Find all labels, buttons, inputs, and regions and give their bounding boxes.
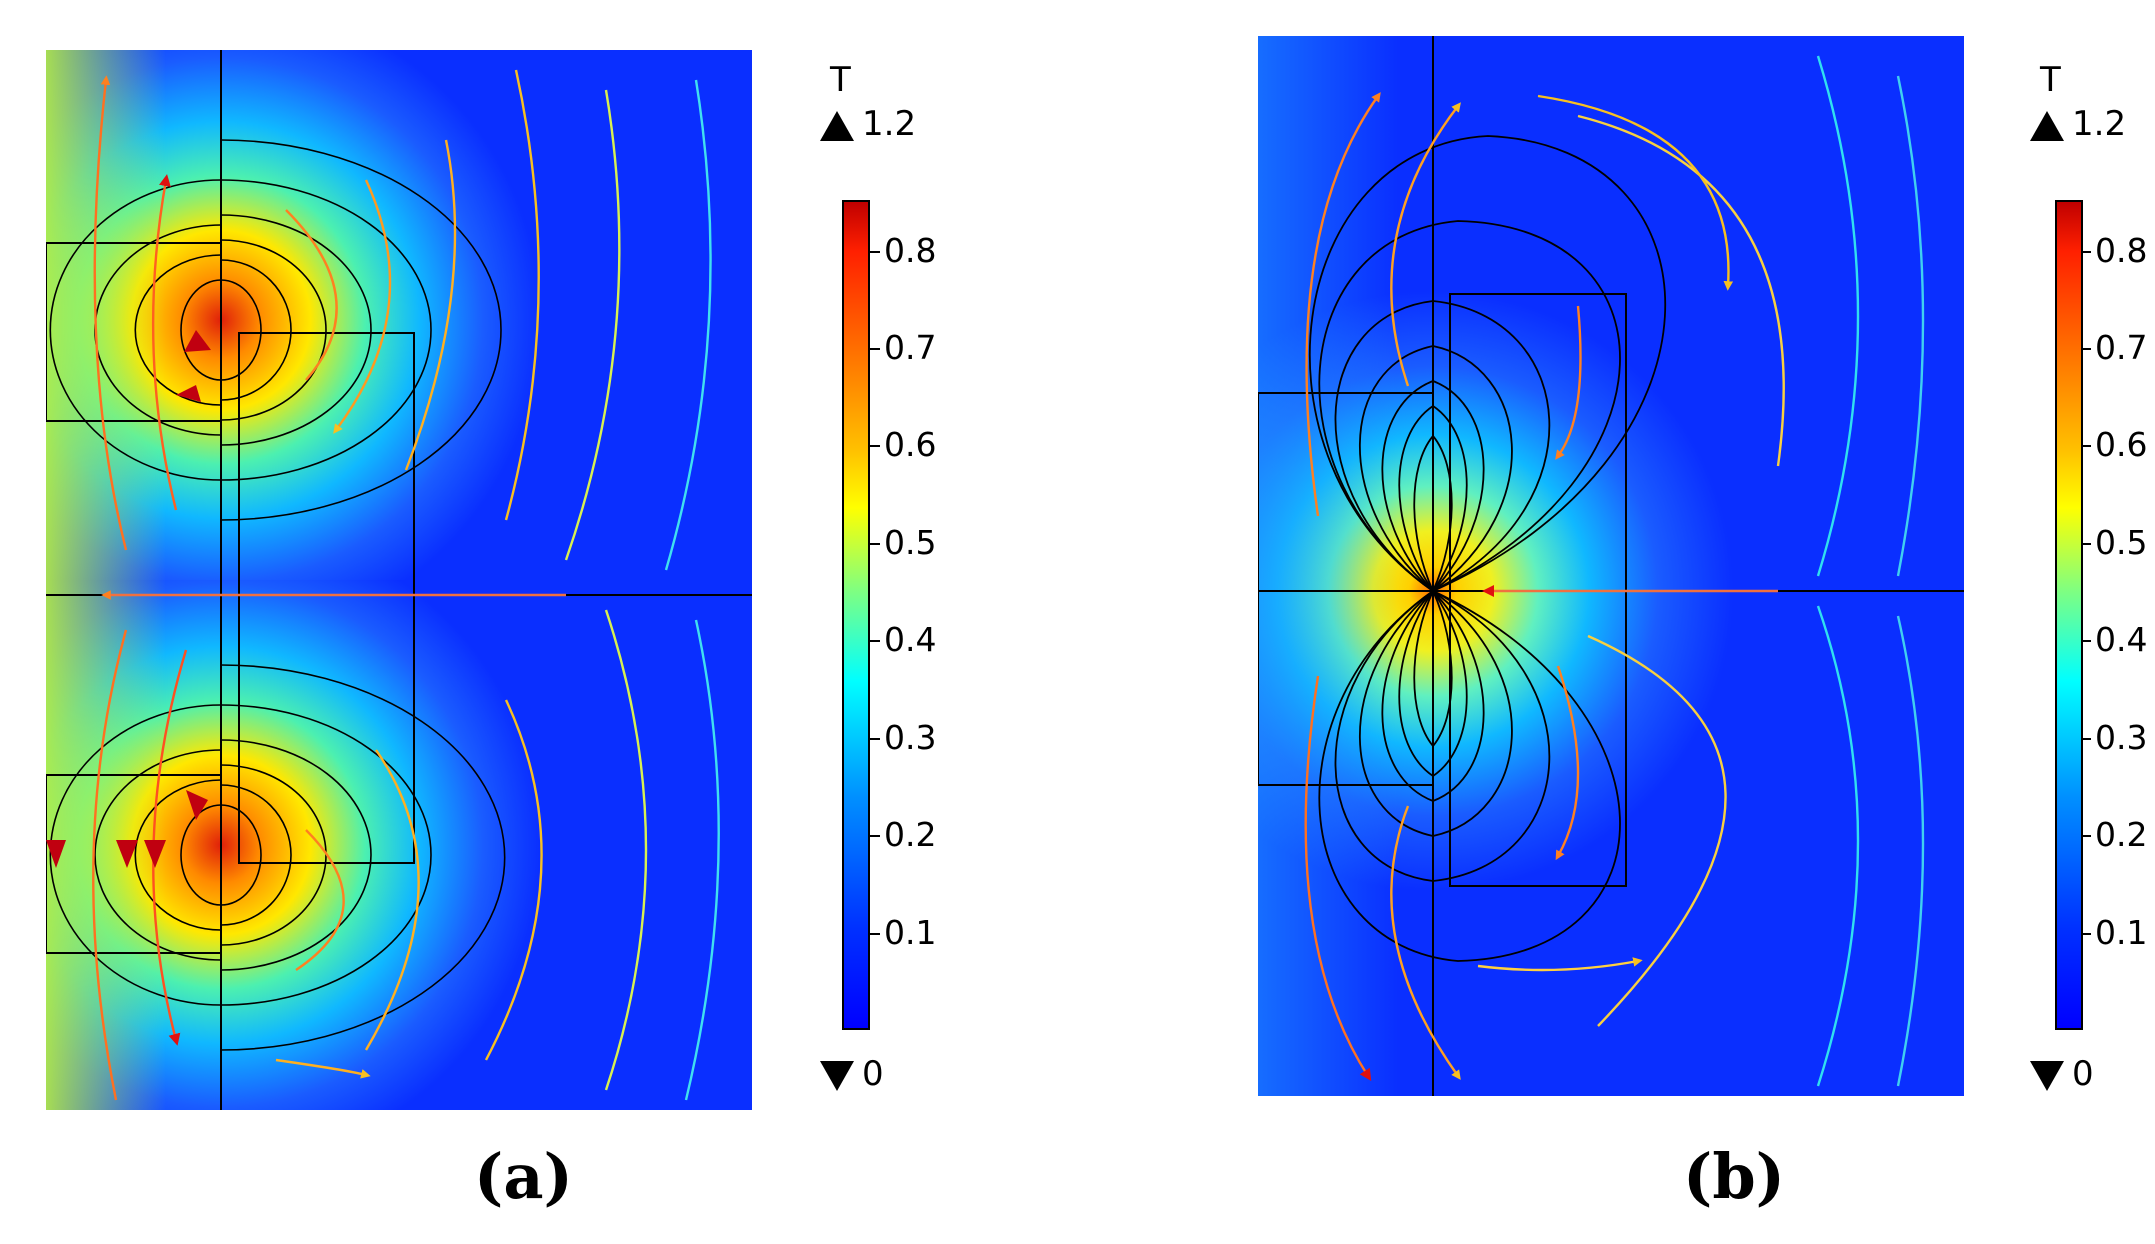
colorbar-tick-a: 0.5 — [869, 523, 937, 562]
triangle-up-icon — [820, 110, 854, 141]
colorbar-min-a: 0 — [820, 1054, 884, 1094]
colorbar-tick-b: 0.2 — [2080, 815, 2148, 854]
streamlines-a — [92, 69, 720, 1101]
colorbar-max-value-b: 1.2 — [2072, 104, 2127, 144]
colorbar-tick-a: 0.3 — [869, 718, 937, 757]
colorbar-tick-a: 0.6 — [869, 425, 937, 464]
triangle-down-icon — [820, 1060, 854, 1091]
colorbar-tick-b: 0.6 — [2080, 425, 2148, 464]
colorbar-max-b: 1.2 — [2030, 104, 2126, 144]
arrow-markers-a — [46, 330, 211, 868]
triangle-down-icon — [2030, 1060, 2064, 1091]
colorbar-tick-a: 0.7 — [869, 328, 937, 367]
colorbar-max-value-a: 1.2 — [862, 104, 917, 144]
colorbar-unit-a: T — [830, 60, 851, 100]
colorbar-tick-b: 0.8 — [2080, 231, 2148, 270]
colorbar-tick-b: 0.7 — [2080, 328, 2148, 367]
field-plot-a — [46, 50, 752, 1110]
colorbar-tick-a: 0.8 — [869, 231, 937, 270]
colorbar-unit-b: T — [2040, 60, 2061, 100]
colorbar-b — [2055, 200, 2083, 1030]
colorbar-tick-a: 0.1 — [869, 913, 937, 952]
colorbar-tick-b: 0.5 — [2080, 523, 2148, 562]
field-plot-b — [1258, 36, 1964, 1096]
colorbar-tick-b: 0.3 — [2080, 718, 2148, 757]
triangle-up-icon — [2030, 110, 2064, 141]
colorbar-min-value-a: 0 — [862, 1054, 884, 1094]
panel-a: T 1.2 0.8 0.7 0.6 0.5 0.4 0.3 0.2 0.1 0 … — [0, 0, 1077, 1244]
caption-b: (b) — [1683, 1140, 1786, 1213]
colorbar-tick-b: 0.1 — [2080, 913, 2148, 952]
colorbar-tick-a: 0.2 — [869, 815, 937, 854]
caption-a: (a) — [474, 1140, 573, 1213]
contour-lines-b — [1308, 135, 1666, 962]
colorbar-min-value-b: 0 — [2072, 1054, 2094, 1094]
colorbar-a — [842, 200, 870, 1030]
panel-b: T 1.2 0.8 0.7 0.6 0.5 0.4 0.3 0.2 0.1 0 … — [1077, 0, 2155, 1244]
colorbar-tick-b: 0.4 — [2080, 620, 2148, 659]
colorbar-tick-a: 0.4 — [869, 620, 937, 659]
streamlines-b — [1304, 55, 1925, 1087]
colorbar-min-b: 0 — [2030, 1054, 2094, 1094]
colorbar-max-a: 1.2 — [820, 104, 916, 144]
